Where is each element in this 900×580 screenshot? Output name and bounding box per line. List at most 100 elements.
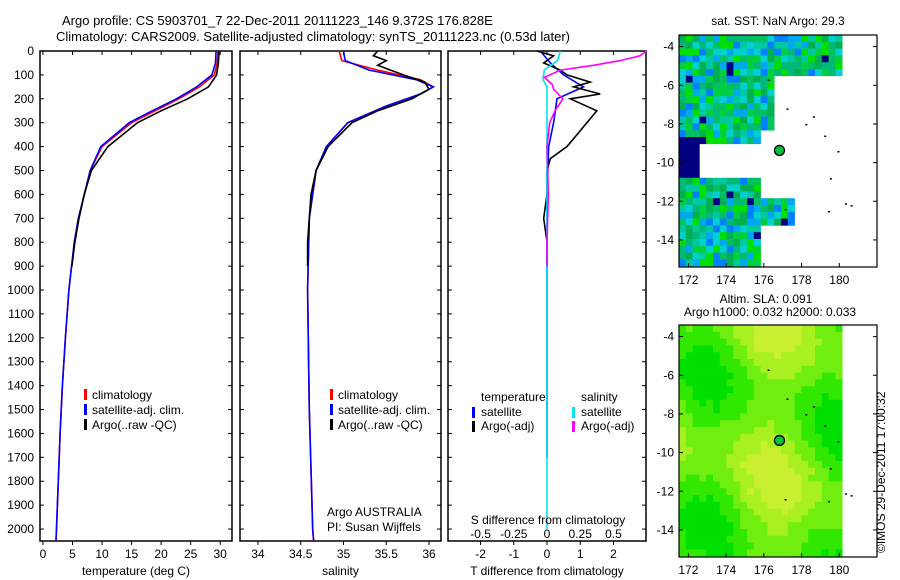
map-cell <box>828 413 836 421</box>
map-cell <box>733 535 741 543</box>
map-cell <box>699 82 707 90</box>
map-cell <box>733 488 741 496</box>
map-cell <box>679 123 687 131</box>
map-cell <box>828 427 836 435</box>
map-cell <box>808 481 816 489</box>
map-cell <box>747 393 755 401</box>
map-cell <box>781 345 789 353</box>
map-cell <box>706 211 714 219</box>
legend-label: satellite-adj. clim. <box>338 403 430 417</box>
map-cell <box>679 55 687 63</box>
map-cell <box>692 338 700 346</box>
map-cell <box>760 55 768 63</box>
map-cell <box>719 399 727 407</box>
map-cell <box>794 379 802 387</box>
map-cell <box>713 331 721 339</box>
map-cell <box>713 379 721 387</box>
map-cell <box>726 331 734 339</box>
map-cell <box>767 549 775 557</box>
map-cell <box>699 427 707 435</box>
map-cell <box>835 41 843 49</box>
map-cell <box>760 393 768 401</box>
map-cell <box>679 474 687 482</box>
map-cell <box>760 549 768 557</box>
map-cell <box>781 359 789 367</box>
map-cell <box>733 386 741 394</box>
map-cell <box>699 359 707 367</box>
map-cell <box>808 413 816 421</box>
map-cell <box>713 508 721 516</box>
map-cell <box>815 508 823 516</box>
lon-tick-label: 180 <box>829 563 849 577</box>
map-cell <box>679 35 687 43</box>
map-cell <box>774 393 782 401</box>
legend-swatch <box>572 421 575 432</box>
map-cell <box>767 365 775 373</box>
map-cell <box>801 508 809 516</box>
map-cell <box>719 123 727 131</box>
map-cell <box>692 515 700 523</box>
map-cell <box>713 406 721 414</box>
map-cell <box>808 508 816 516</box>
map-cell <box>692 103 700 111</box>
map-cell <box>733 359 741 367</box>
map-cell <box>699 352 707 360</box>
map-cell <box>828 508 836 516</box>
map-cell <box>713 522 721 530</box>
depth-tick-label: 1900 <box>7 498 34 512</box>
map-cell <box>753 116 761 124</box>
map-cell <box>713 130 721 138</box>
lat-tick-label: -10 <box>657 156 675 170</box>
map-cell <box>767 218 775 226</box>
map-cell <box>747 75 755 83</box>
map-cell <box>733 184 741 192</box>
map-cell <box>726 365 734 373</box>
map-cell <box>753 239 761 247</box>
map-cell <box>719 386 727 394</box>
map-cell <box>774 522 782 530</box>
map-cell <box>740 501 748 509</box>
map-cell <box>760 467 768 475</box>
map-cell <box>821 427 829 435</box>
map-cell <box>808 535 816 543</box>
map-cell <box>679 239 687 247</box>
map-cell <box>808 48 816 56</box>
map-cell <box>685 239 693 247</box>
map-cell <box>753 427 761 435</box>
map-cell <box>774 413 782 421</box>
map-cell <box>747 549 755 557</box>
map-cell <box>726 542 734 550</box>
map-cell <box>685 501 693 509</box>
map-cell <box>821 399 829 407</box>
map-cell <box>685 325 693 333</box>
map-cell <box>726 177 734 185</box>
map-cell <box>740 96 748 104</box>
map-cell <box>787 35 795 43</box>
map-cell <box>719 177 727 185</box>
map-cell <box>801 55 809 63</box>
map-cell <box>726 252 734 260</box>
map-cell <box>679 331 687 339</box>
map-cell <box>781 35 789 43</box>
map-cell <box>835 488 843 496</box>
map-cell <box>753 542 761 550</box>
map-cell <box>719 48 727 56</box>
map-cell <box>767 467 775 475</box>
map-cell <box>679 467 687 475</box>
map-cell <box>760 345 768 353</box>
map-cell <box>781 211 789 219</box>
map-cell <box>706 35 714 43</box>
map-cell <box>753 225 761 233</box>
map-cell <box>747 481 755 489</box>
map-cell <box>774 218 782 226</box>
map-cell <box>719 501 727 509</box>
map-cell <box>815 55 823 63</box>
map-cell <box>821 372 829 380</box>
map-cell <box>787 379 795 387</box>
map-cell <box>692 359 700 367</box>
map-cell <box>815 474 823 482</box>
map-cell <box>753 96 761 104</box>
map-cell <box>815 467 823 475</box>
map-cell <box>781 352 789 360</box>
map-cell <box>767 529 775 537</box>
